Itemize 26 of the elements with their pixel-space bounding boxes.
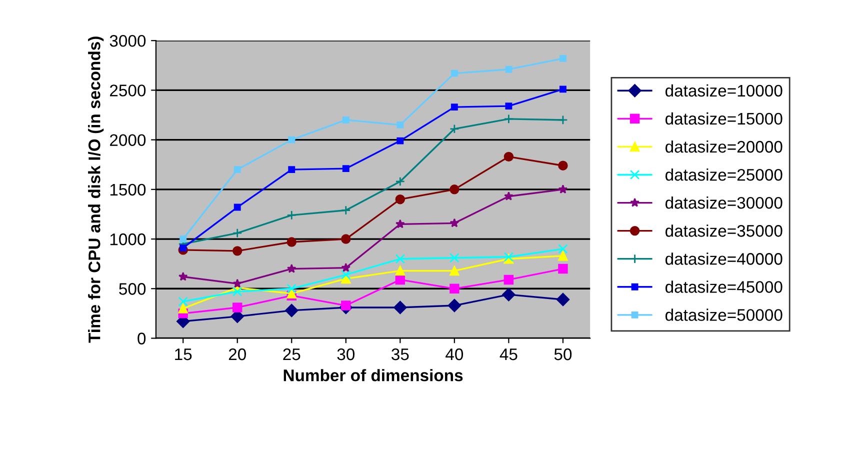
legend-label: datasize=25000 [665,168,782,181]
x-tick-label: 45 [500,348,518,360]
legend-label: datasize=20000 [665,140,782,153]
legend-label: datasize=15000 [665,112,782,125]
y-tick-label: 0 [138,332,146,344]
legend-label: datasize=50000 [665,308,782,321]
legend-label: datasize=40000 [665,252,782,265]
y-tick-label: 1500 [110,184,146,196]
y-tick-label: 500 [119,283,146,295]
legend-label: datasize=35000 [665,224,782,237]
y-tick-label: 2000 [110,134,146,146]
y-axis-title: Time for CPU and disk I/O (in seconds) [88,36,104,343]
x-tick-label: 20 [228,348,246,360]
x-axis-title: Number of dimensions [284,369,463,382]
x-tick-label: 25 [283,348,300,360]
x-tick-label: 30 [337,348,355,360]
x-tick-label: 50 [554,348,572,360]
y-tick-label: 2500 [110,84,146,96]
y-tick-label: 1000 [110,233,146,246]
x-tick-label: 35 [392,348,409,360]
x-tick-label: 15 [175,348,192,360]
legend-label: datasize=45000 [665,280,782,293]
y-tick-label: 3000 [110,34,146,47]
x-tick-label: 40 [446,348,464,360]
legend-label: datasize=30000 [665,196,782,209]
legend-label: datasize=10000 [665,84,782,97]
